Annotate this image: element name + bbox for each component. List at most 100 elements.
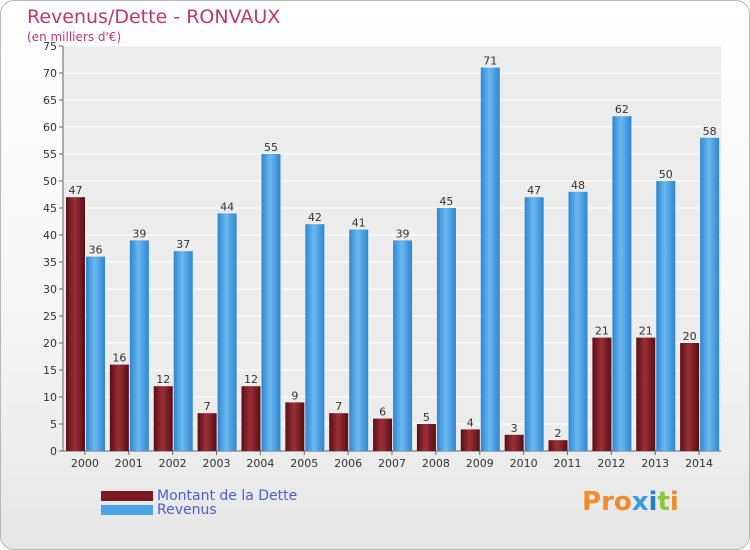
revenue-value-label: 71 xyxy=(483,55,497,68)
debt-value-label: 6 xyxy=(379,406,386,419)
debt-value-label: 3 xyxy=(511,422,518,435)
x-tick-label: 2004 xyxy=(246,457,274,470)
revenue-bar xyxy=(349,229,369,451)
y-tick-label: 65 xyxy=(43,94,57,107)
y-tick-label: 5 xyxy=(50,418,57,431)
x-tick-label: 2013 xyxy=(641,457,669,470)
revenue-value-label: 45 xyxy=(439,195,453,208)
revenue-value-label: 50 xyxy=(659,168,673,181)
revenue-bar xyxy=(568,191,588,452)
debt-value-label: 20 xyxy=(683,330,697,343)
y-tick-label: 60 xyxy=(43,121,57,134)
debt-bar xyxy=(460,429,480,451)
debt-value-label: 9 xyxy=(291,389,298,402)
logo-letter: t xyxy=(657,487,670,517)
x-tick-label: 2009 xyxy=(466,457,494,470)
logo-letter: P xyxy=(582,487,602,517)
revenue-bar xyxy=(129,240,149,451)
proxiti-logo: Proxiti xyxy=(582,487,679,517)
revenue-value-label: 39 xyxy=(132,227,146,240)
y-tick-label: 75 xyxy=(43,40,57,53)
revenue-value-label: 41 xyxy=(352,217,366,230)
x-tick-label: 2003 xyxy=(203,457,231,470)
debt-value-label: 4 xyxy=(467,416,474,429)
debt-bar xyxy=(66,197,85,451)
revenue-bar xyxy=(700,137,720,452)
logo-letter: i xyxy=(669,487,679,517)
chart-subtitle: (en milliers d'€) xyxy=(27,30,122,44)
y-tick-label: 0 xyxy=(50,445,57,458)
debt-value-label: 2 xyxy=(555,427,562,440)
revenue-value-label: 44 xyxy=(220,200,234,213)
x-tick-label: 2005 xyxy=(290,457,318,470)
revenue-value-label: 42 xyxy=(308,211,322,224)
debt-bar xyxy=(416,424,436,451)
revenue-bar xyxy=(612,116,632,451)
debt-bar xyxy=(592,337,612,451)
legend-label-debt: Montant de la Dette xyxy=(157,488,298,504)
revenue-bar xyxy=(86,256,105,451)
x-tick-label: 2012 xyxy=(597,457,625,470)
debt-value-label: 21 xyxy=(639,325,653,338)
y-tick-label: 25 xyxy=(43,310,57,323)
revenue-bar xyxy=(436,208,456,451)
y-tick-label: 10 xyxy=(43,391,57,404)
x-tick-label: 2010 xyxy=(510,457,538,470)
revenue-value-label: 39 xyxy=(396,227,410,240)
debt-bar xyxy=(548,440,568,451)
revenue-bar xyxy=(261,154,281,451)
debt-value-label: 7 xyxy=(335,400,342,413)
debt-value-label: 47 xyxy=(69,184,83,197)
y-tick-label: 55 xyxy=(43,148,57,161)
debt-value-label: 16 xyxy=(112,352,126,365)
debt-bar xyxy=(109,364,129,451)
y-tick-label: 45 xyxy=(43,202,57,215)
x-tick-label: 2008 xyxy=(422,457,450,470)
revenue-value-label: 47 xyxy=(527,184,541,197)
x-tick-label: 2014 xyxy=(685,457,713,470)
legend-item-debt: Montant de la Dette xyxy=(101,488,298,504)
revenue-bar xyxy=(173,251,193,451)
logo-letter: i xyxy=(648,487,658,517)
y-tick-label: 15 xyxy=(43,364,57,377)
y-tick-label: 30 xyxy=(43,283,57,296)
debt-bar xyxy=(636,337,656,451)
x-tick-label: 2002 xyxy=(159,457,187,470)
y-tick-label: 20 xyxy=(43,337,57,350)
logo-letter: o xyxy=(613,487,632,517)
y-tick-label: 35 xyxy=(43,256,57,269)
revenue-value-label: 55 xyxy=(264,141,278,154)
y-tick-label: 50 xyxy=(43,175,57,188)
debt-value-label: 7 xyxy=(204,400,211,413)
debt-value-label: 21 xyxy=(595,325,609,338)
revenue-bar xyxy=(393,240,413,451)
logo-letter: x xyxy=(631,487,649,517)
debt-value-label: 12 xyxy=(244,373,258,386)
debt-bar xyxy=(373,418,393,451)
revenue-bar xyxy=(524,197,544,451)
debt-value-label: 12 xyxy=(156,373,170,386)
debt-value-label: 5 xyxy=(423,411,430,424)
debt-bar xyxy=(241,386,261,451)
x-tick-label: 2011 xyxy=(553,457,581,470)
debt-bar xyxy=(285,402,305,451)
debt-bar xyxy=(329,413,349,451)
x-tick-label: 2001 xyxy=(115,457,143,470)
legend-label-revenue: Revenus xyxy=(157,502,217,518)
x-tick-label: 2006 xyxy=(334,457,362,470)
debt-bar xyxy=(197,413,217,451)
revenue-value-label: 37 xyxy=(176,238,190,251)
logo-letter: r xyxy=(601,487,614,517)
revenue-bar xyxy=(656,181,676,451)
x-tick-label: 2000 xyxy=(71,457,99,470)
debt-bar xyxy=(504,434,524,451)
revenue-value-label: 48 xyxy=(571,179,585,192)
debt-bar xyxy=(153,386,173,451)
revenue-value-label: 58 xyxy=(703,125,717,138)
revenue-bar xyxy=(305,224,325,451)
debt-bar xyxy=(680,343,700,451)
revenue-bar xyxy=(217,213,237,451)
revenue-value-label: 62 xyxy=(615,103,629,116)
